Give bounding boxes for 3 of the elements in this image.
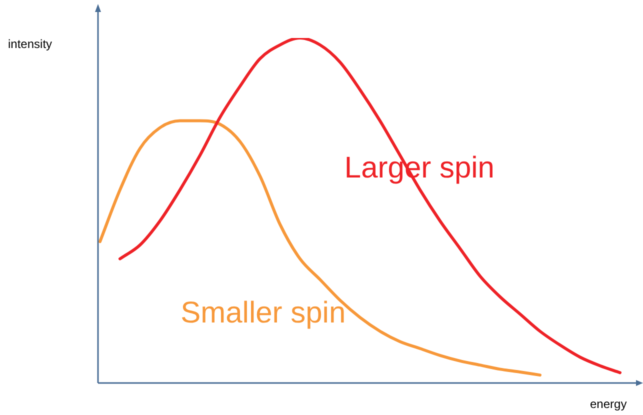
y-axis-title: intensity (8, 37, 52, 51)
x-axis-title: energy (590, 397, 627, 411)
series-label: Smaller spin (180, 296, 346, 330)
